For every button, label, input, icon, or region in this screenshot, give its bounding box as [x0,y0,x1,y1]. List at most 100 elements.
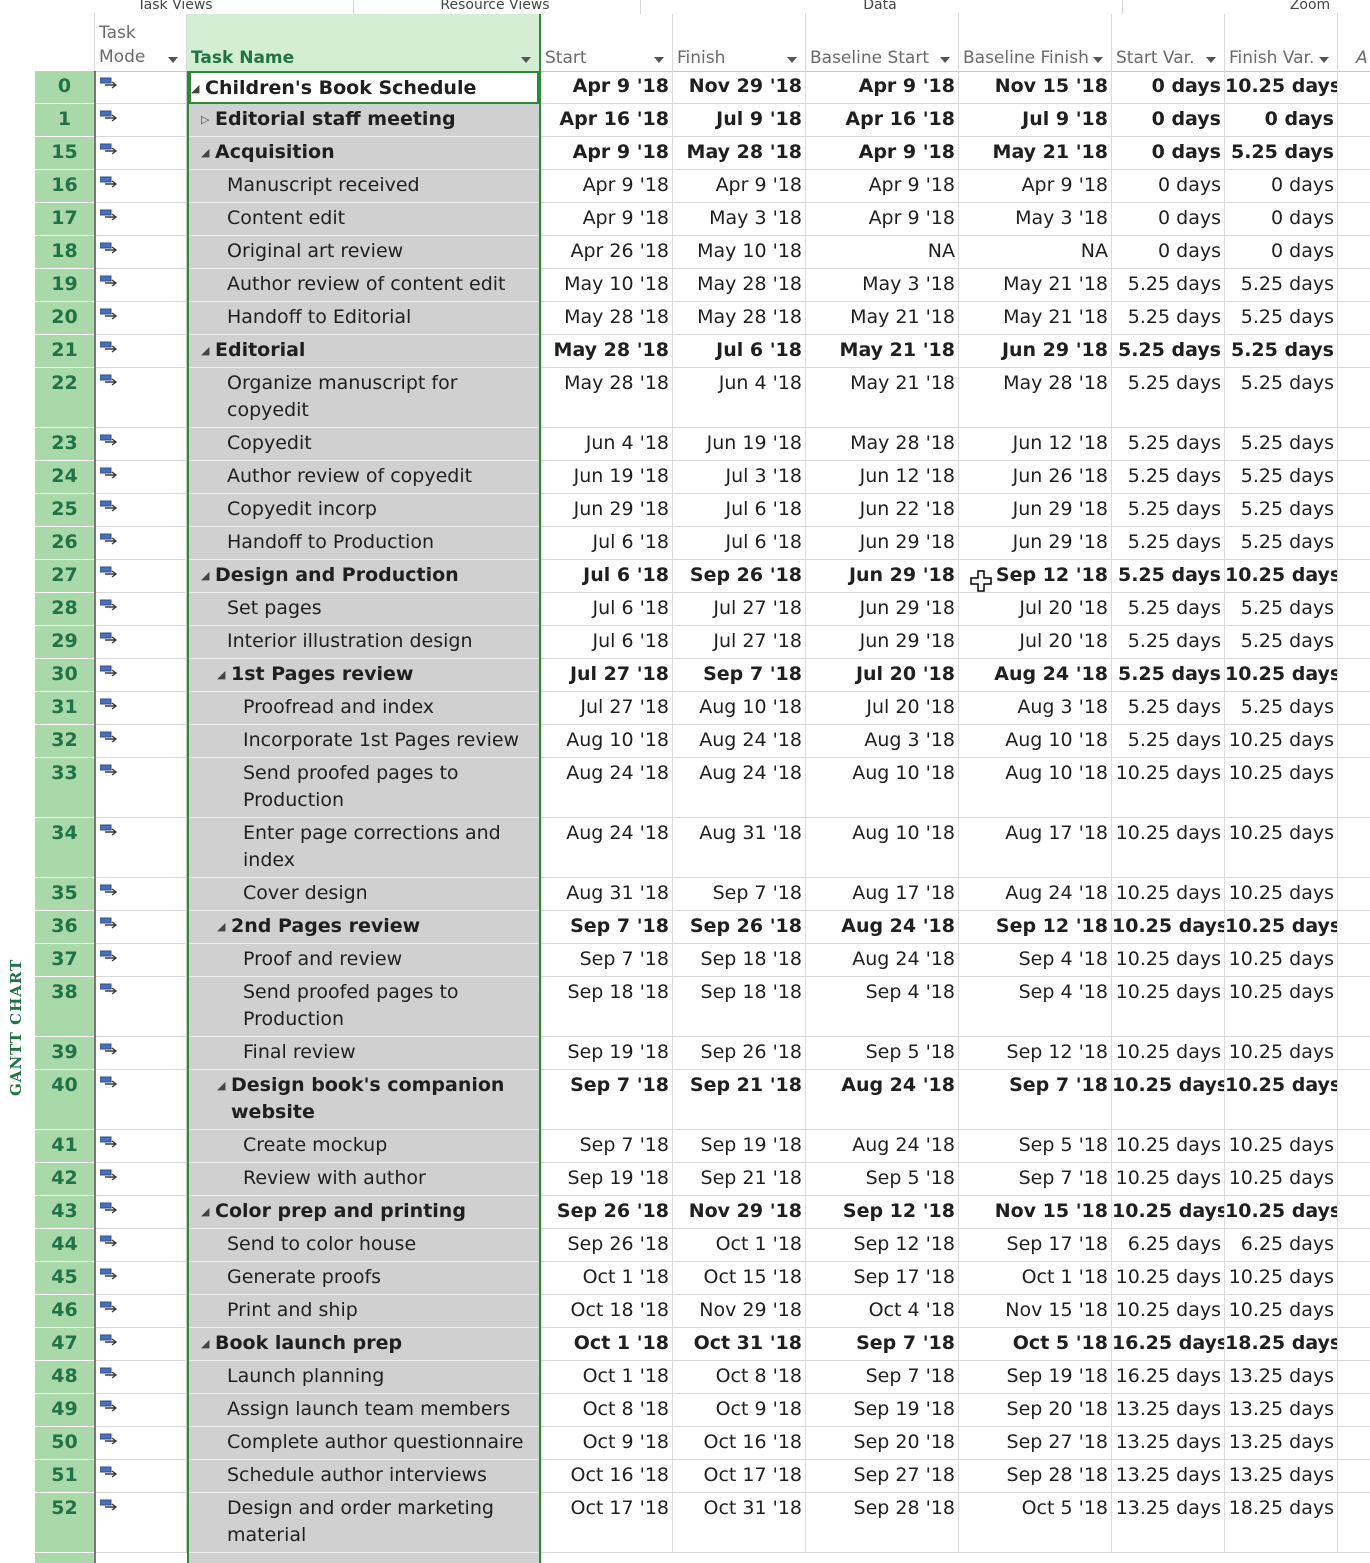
row-id[interactable]: 24 [35,461,94,494]
finish-variance-cell[interactable]: 10.25 days [1225,911,1338,944]
start-date-cell[interactable]: Oct 8 '18 [541,1394,673,1427]
row-id[interactable]: 33 [35,758,94,818]
table-row[interactable]: 1 ▷ Editorial staff meeting Apr 16 '18 Jul 9… [0,104,1370,137]
start-date-cell[interactable]: Sep 19 '18 [541,1163,673,1196]
table-row[interactable]: 26 Handoff to Production Jul 6 '18 Jul 6 '1… [0,527,1370,560]
finish-variance-cell[interactable]: 0 days [1225,104,1338,137]
finish-date-cell[interactable]: Sep 18 '18 [673,977,806,1037]
task-name-cell[interactable]: Send proofed pages to Production [189,977,539,1037]
finish-variance-cell[interactable]: 5.25 days [1225,368,1338,428]
baseline-finish-cell[interactable]: Jun 12 '18 [959,428,1112,461]
start-date-cell[interactable]: Oct 1 '18 [541,1361,673,1394]
start-variance-cell[interactable]: 5.25 days [1112,302,1225,335]
collapse-triangle-icon[interactable]: ◢ [201,344,210,357]
row-id[interactable]: 0 [35,71,94,104]
baseline-start-cell[interactable]: Apr 9 '18 [806,203,959,236]
start-date-cell[interactable]: Sep 19 '18 [541,1037,673,1070]
task-name-cell[interactable]: ◢ 1st Pages review [189,659,539,692]
finish-variance-cell[interactable]: 10.25 days [1225,1130,1338,1163]
finish-date-cell[interactable]: Sep 26 '18 [673,911,806,944]
add-new-column-cell[interactable] [1338,302,1370,335]
row-id[interactable]: 51 [35,1460,94,1493]
start-date-cell[interactable]: Aug 24 '18 [541,818,673,878]
table-row[interactable]: 18 Original art review Apr 26 '18 May 10 '1… [0,236,1370,269]
task-mode-cell[interactable] [96,758,187,818]
start-date-cell[interactable]: Oct 18 '18 [541,1295,673,1328]
task-mode-cell[interactable] [96,878,187,911]
table-row[interactable]: 32 Incorporate 1st Pages review Aug 10 '18… [0,725,1370,758]
add-new-column-cell[interactable] [1338,692,1370,725]
task-mode-cell[interactable] [96,428,187,461]
add-new-column-cell[interactable] [1338,269,1370,302]
task-name-cell[interactable]: Handoff to Production [189,527,539,560]
baseline-start-cell[interactable]: NA [806,236,959,269]
table-row[interactable]: 42 Review with author Sep 19 '18 Sep 21 '18… [0,1163,1370,1196]
finish-variance-cell[interactable]: 5.25 days [1225,593,1338,626]
finish-variance-cell[interactable]: 10.25 days [1225,659,1338,692]
add-new-column-cell[interactable] [1338,1229,1370,1262]
table-row[interactable]: 33 Send proofed pages to Production Aug 24… [0,758,1370,818]
table-row[interactable]: 31 Proofread and index Jul 27 '18 Aug 10 '1… [0,692,1370,725]
baseline-finish-cell[interactable]: Aug 10 '18 [959,758,1112,818]
task-name-cell[interactable]: Interior illustration design [189,626,539,659]
add-new-column-cell[interactable] [1338,1427,1370,1460]
start-variance-cell[interactable]: 5.25 days [1112,461,1225,494]
finish-date-cell[interactable]: Oct 9 '18 [673,1394,806,1427]
table-row[interactable]: 38 Send proofed pages to Production Sep 18… [0,977,1370,1037]
task-name-cell[interactable]: Send to color house [189,1229,539,1262]
finish-date-cell[interactable]: Sep 26 '18 [673,1037,806,1070]
finish-date-cell[interactable]: Jun 19 '18 [673,428,806,461]
collapse-triangle-icon[interactable]: ◢ [201,569,210,582]
finish-date-cell[interactable]: Sep 7 '18 [673,878,806,911]
start-variance-cell[interactable]: 10.25 days [1112,977,1225,1037]
baseline-finish-cell[interactable]: Aug 24 '18 [959,659,1112,692]
filter-dropdown-icon[interactable] [654,57,664,63]
finish-variance-cell[interactable]: 10.25 days [1225,71,1338,104]
start-date-cell[interactable]: Sep 7 '18 [541,1070,673,1130]
baseline-start-cell[interactable]: Sep 17 '18 [806,1262,959,1295]
row-id[interactable]: 35 [35,878,94,911]
baseline-finish-cell[interactable]: Aug 17 '18 [959,818,1112,878]
baseline-start-cell[interactable]: Jul 20 '18 [806,659,959,692]
finish-date-cell[interactable]: Aug 31 '18 [673,818,806,878]
row-id[interactable]: 38 [35,977,94,1037]
task-mode-cell[interactable] [96,104,187,137]
finish-date-cell[interactable]: Oct 16 '18 [673,1427,806,1460]
task-mode-cell[interactable] [96,1328,187,1361]
task-name-cell[interactable]: Content edit [189,203,539,236]
task-mode-cell[interactable] [96,1394,187,1427]
baseline-finish-cell[interactable]: Jun 29 '18 [959,494,1112,527]
row-id[interactable]: 37 [35,944,94,977]
finish-variance-cell[interactable]: 10.25 days [1225,1163,1338,1196]
finish-date-cell[interactable]: Oct 31 '18 [673,1328,806,1361]
start-variance-cell[interactable]: 13.25 days [1112,1493,1225,1553]
table-row[interactable]: 50 Complete author questionnaire Oct 9 '18… [0,1427,1370,1460]
baseline-finish-cell[interactable]: Apr 9 '18 [959,170,1112,203]
start-variance-cell[interactable]: 13.25 days [1112,1460,1225,1493]
add-new-column-cell[interactable] [1338,659,1370,692]
table-row[interactable]: 43 ◢ Color prep and printing Sep 26 '18 Nov … [0,1196,1370,1229]
table-row[interactable]: 25 Copyedit incorp Jun 29 '18 Jul 6 '18 Jun … [0,494,1370,527]
task-name-cell[interactable]: ▷ Editorial staff meeting [189,104,539,137]
filter-dropdown-icon[interactable] [168,57,178,63]
header-baseline-finish[interactable]: Baseline Finish [959,14,1112,71]
baseline-start-cell[interactable]: Aug 17 '18 [806,878,959,911]
row-id[interactable]: 19 [35,269,94,302]
table-row[interactable]: 47 ◢ Book launch prep Oct 1 '18 Oct 31 '18 Se… [0,1328,1370,1361]
task-name-cell[interactable]: Manuscript received [189,170,539,203]
add-new-column-cell[interactable] [1338,104,1370,137]
start-date-cell[interactable]: Aug 10 '18 [541,725,673,758]
finish-variance-cell[interactable]: 5.25 days [1225,527,1338,560]
finish-date-cell[interactable]: Sep 7 '18 [673,659,806,692]
task-mode-cell[interactable] [96,1196,187,1229]
table-row[interactable]: 21 ◢ Editorial May 28 '18 Jul 6 '18 May 21 '1… [0,335,1370,368]
baseline-start-cell[interactable]: Sep 12 '18 [806,1196,959,1229]
baseline-finish-cell[interactable]: Sep 12 '18 [959,1037,1112,1070]
add-new-column-cell[interactable] [1338,170,1370,203]
table-row[interactable]: 24 Author review of copyedit Jun 19 '18 Jul… [0,461,1370,494]
row-id[interactable]: 32 [35,725,94,758]
task-name-cell[interactable]: Author review of content edit [189,269,539,302]
filter-dropdown-icon[interactable] [940,57,950,63]
row-id[interactable]: 15 [35,137,94,170]
baseline-finish-cell[interactable]: Jul 20 '18 [959,593,1112,626]
